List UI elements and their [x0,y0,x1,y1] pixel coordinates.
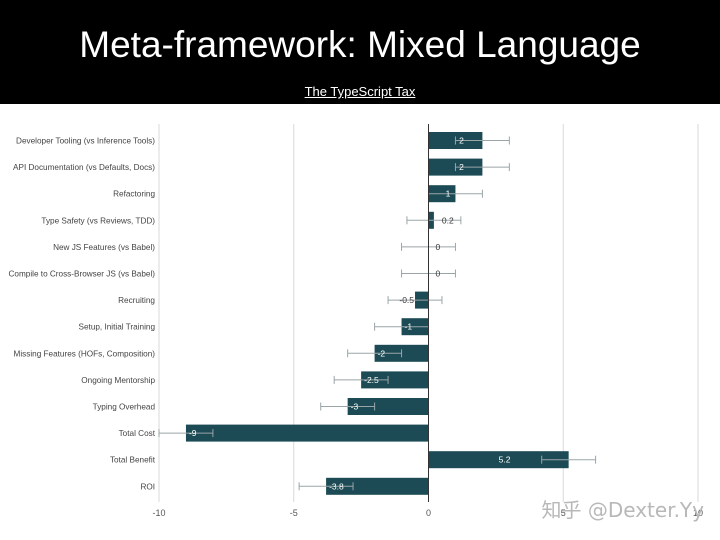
data-label: 0 [436,242,441,252]
category-label: New JS Features (vs Babel) [53,243,155,252]
bar [361,371,429,389]
data-label: -2.5 [364,375,379,385]
bar [428,451,569,469]
data-label: -3.8 [329,481,344,491]
data-label: -9 [189,428,197,438]
category-label: Recruiting [118,296,155,305]
data-label: 1 [446,189,451,199]
category-label: Refactoring [113,190,155,199]
category-label: Setup, Initial Training [79,323,156,332]
data-label: -0.5 [399,295,414,305]
x-tick-label: -5 [290,508,298,518]
slide-header: Meta-framework: Mixed Language The TypeS… [0,0,720,104]
category-label: Typing Overhead [93,403,156,412]
category-label: Total Benefit [110,456,156,465]
x-tick-label: 5 [561,508,566,518]
bar [185,424,429,442]
x-tick-label: -10 [152,508,165,518]
data-label: 5.2 [499,455,511,465]
slide-title: Meta-framework: Mixed Language [79,24,641,65]
data-label: -3 [351,402,359,412]
category-label: Missing Features (HOFs, Composition) [14,349,156,358]
x-tick-label: 0 [426,508,431,518]
category-label: ROI [140,482,155,491]
category-label: Developer Tooling (vs Inference Tools) [16,137,155,146]
watermark: 知乎 @Dexter.Yy [541,498,705,522]
slide-subtitle-link[interactable]: The TypeScript Tax [304,84,416,99]
category-label: Ongoing Mentorship [81,376,155,385]
x-tick-label: 10 [693,508,703,518]
category-label: Total Cost [119,429,156,438]
category-label: Compile to Cross-Browser JS (vs Babel) [8,270,155,279]
data-label: -1 [405,322,413,332]
data-label: 2 [459,162,464,172]
data-label: 0.2 [442,215,454,225]
category-label: Type Safety (vs Reviews, TDD) [41,216,155,225]
data-label: 0 [436,269,441,279]
bar [326,477,429,495]
category-label: API Documentation (vs Defaults, Docs) [13,163,155,172]
data-label: 2 [459,136,464,146]
bar [347,398,429,415]
data-label: -2 [378,348,386,358]
